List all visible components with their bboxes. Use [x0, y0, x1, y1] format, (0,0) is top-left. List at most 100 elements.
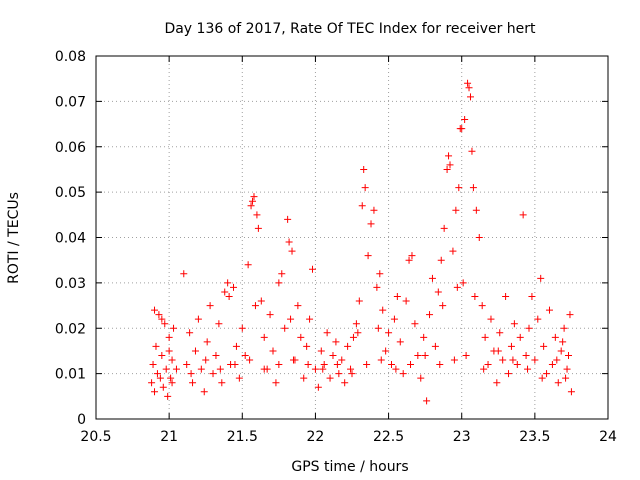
data-point — [382, 347, 390, 355]
data-point — [206, 302, 214, 310]
data-point — [341, 379, 349, 387]
data-point — [189, 379, 197, 387]
data-point — [480, 365, 488, 373]
data-point — [493, 379, 501, 387]
data-point — [348, 370, 356, 378]
data-point — [358, 202, 366, 210]
data-point — [153, 370, 161, 378]
data-point — [338, 356, 346, 364]
data-point — [297, 333, 305, 341]
data-point — [300, 374, 308, 382]
data-point — [247, 202, 255, 210]
data-point — [254, 224, 262, 232]
data-point — [155, 311, 163, 319]
data-point — [168, 379, 176, 387]
data-point — [377, 356, 385, 364]
data-point — [187, 370, 195, 378]
data-point — [246, 356, 254, 364]
data-point — [428, 274, 436, 282]
data-point — [194, 315, 202, 323]
x-tick-label: 21.5 — [227, 429, 258, 445]
data-point — [191, 347, 199, 355]
grid — [96, 56, 608, 419]
data-point — [545, 306, 553, 314]
data-point — [335, 370, 343, 378]
data-point — [509, 356, 517, 364]
data-point — [349, 333, 357, 341]
data-point — [551, 333, 559, 341]
data-point — [449, 247, 457, 255]
data-point — [164, 392, 172, 400]
y-tick-label: 0.08 — [55, 49, 86, 65]
data-point — [566, 311, 574, 319]
data-point — [461, 116, 469, 124]
data-point — [235, 374, 243, 382]
data-point — [471, 292, 479, 300]
data-point — [288, 247, 296, 255]
data-point — [465, 84, 473, 92]
data-point — [475, 234, 483, 241]
data-point — [303, 342, 311, 350]
data-point — [326, 374, 334, 382]
data-point — [516, 333, 524, 341]
data-point — [352, 320, 360, 328]
data-point — [257, 297, 265, 305]
data-point — [469, 184, 477, 192]
x-axis-title: GPS time / hours — [291, 459, 408, 475]
data-point — [347, 365, 355, 373]
data-point — [285, 238, 293, 246]
data-point — [538, 374, 546, 382]
axis-ticks — [95, 55, 609, 420]
data-point — [148, 379, 156, 387]
data-point — [502, 292, 510, 300]
data-point — [232, 342, 240, 350]
data-point — [287, 315, 295, 323]
data-point — [543, 370, 551, 378]
data-point — [537, 274, 545, 282]
data-point — [405, 256, 413, 264]
data-point — [385, 329, 393, 337]
data-point — [531, 356, 539, 364]
data-point — [197, 365, 205, 373]
data-point — [421, 351, 429, 359]
data-point — [289, 356, 297, 364]
data-point — [159, 383, 167, 391]
data-point — [459, 279, 467, 287]
data-point — [151, 306, 159, 314]
x-tick-label: 22 — [307, 429, 325, 445]
data-point — [361, 184, 369, 192]
data-point — [376, 270, 384, 278]
data-point — [399, 370, 407, 378]
data-point — [167, 374, 175, 382]
data-point — [249, 197, 257, 205]
y-tick-label: 0.01 — [55, 367, 86, 383]
data-point — [445, 152, 453, 160]
data-point — [183, 361, 191, 369]
data-point — [311, 365, 319, 373]
data-point — [260, 333, 268, 341]
data-point — [423, 397, 431, 405]
data-point — [151, 388, 159, 396]
data-point — [162, 365, 170, 373]
x-tick-label: 23 — [453, 429, 471, 445]
data-point — [548, 361, 556, 369]
data-point — [396, 338, 404, 346]
data-point — [251, 302, 259, 310]
data-point — [468, 147, 476, 155]
data-point — [244, 261, 252, 269]
data-point — [540, 342, 548, 350]
data-point — [238, 324, 246, 332]
data-point — [320, 361, 328, 369]
data-point — [329, 351, 337, 359]
data-point — [212, 351, 220, 359]
data-point — [168, 356, 176, 364]
data-point — [484, 361, 492, 369]
data-point — [172, 365, 180, 373]
data-point — [215, 320, 223, 328]
data-point — [363, 361, 371, 369]
data-point — [554, 379, 562, 387]
data-point — [209, 370, 217, 378]
data-point — [499, 356, 507, 364]
data-point — [225, 292, 233, 300]
